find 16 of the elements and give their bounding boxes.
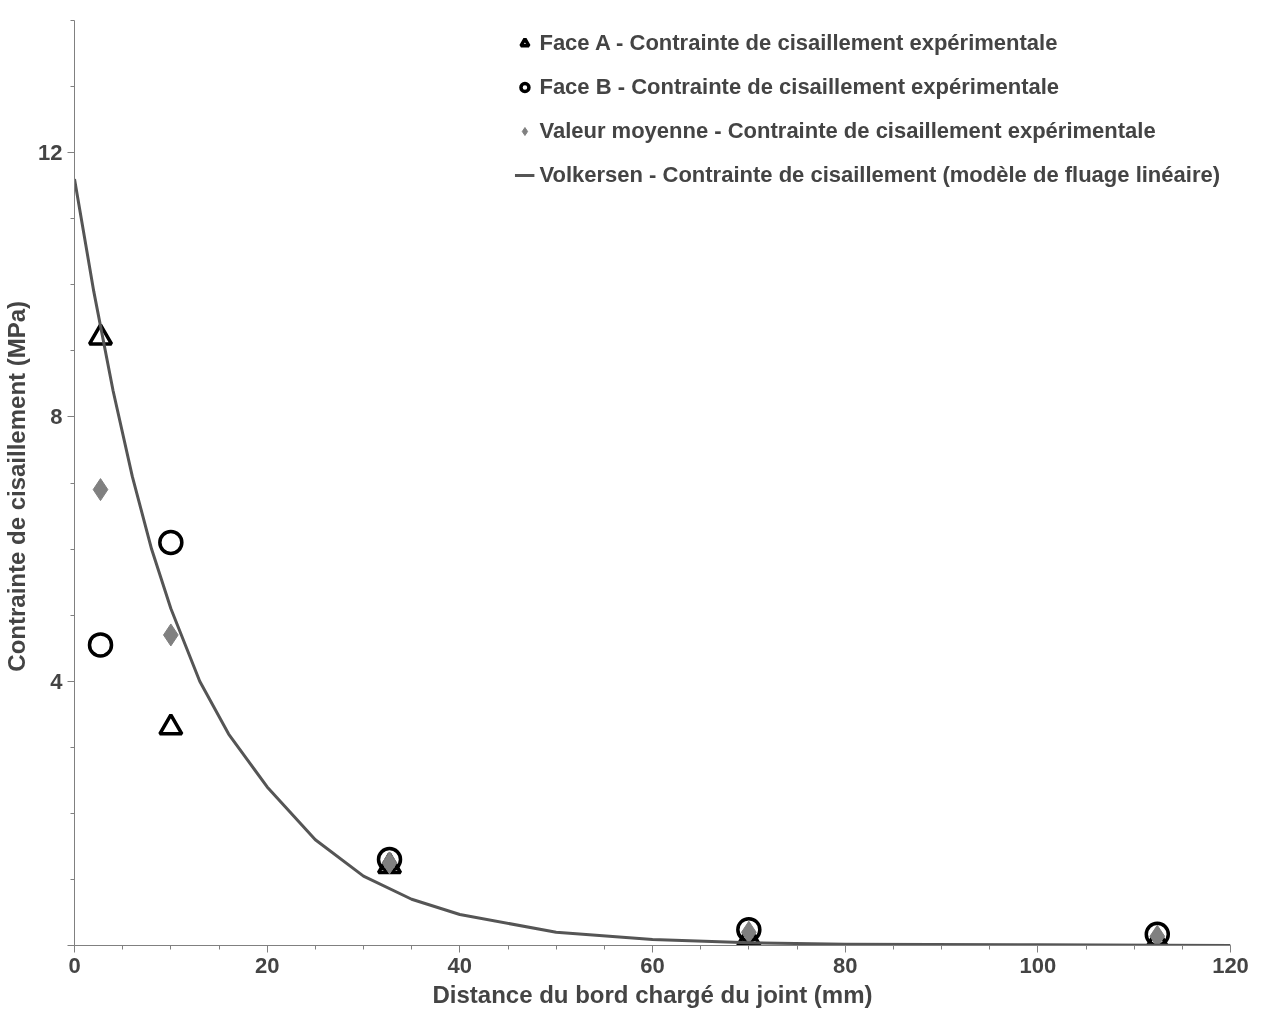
x-tick-label: 20 <box>254 952 280 978</box>
legend-label: Valeur moyenne - Contrainte de cisaillement expérimentale <box>539 118 1156 144</box>
x-tick-label: 120 <box>1212 952 1249 978</box>
legend-label: Face A - Contrainte de cisaillement expérimentale <box>539 30 1058 56</box>
y-tick-label: 4 <box>50 668 64 694</box>
x-tick-label: 40 <box>447 952 473 978</box>
y-tick-label: 12 <box>38 140 63 166</box>
x-axis-title: Distance du bord chargé du joint (mm) <box>432 980 873 1008</box>
x-tick-label: 0 <box>68 952 81 978</box>
legend-label: Volkersen - Contrainte de cisaillement (modèle de fluage linéaire) <box>539 162 1220 188</box>
legend-label: Face B - Contrainte de cisaillement expérimentale <box>539 74 1060 100</box>
y-axis-title: Contrainte de cisaillement (MPa) <box>3 300 31 672</box>
x-tick-label: 100 <box>1019 952 1057 978</box>
x-tick-label: 60 <box>640 952 665 978</box>
x-tick-label: 80 <box>832 952 858 978</box>
y-tick-label: 8 <box>50 404 63 430</box>
